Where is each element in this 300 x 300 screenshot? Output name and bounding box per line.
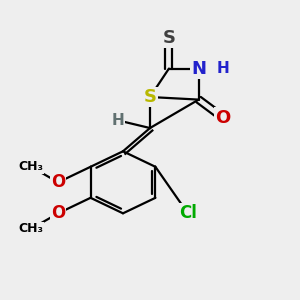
Text: CH₃: CH₃ [19, 160, 44, 173]
Text: H: H [111, 113, 124, 128]
Text: O: O [51, 204, 65, 222]
Text: CH₃: CH₃ [19, 222, 44, 235]
Text: O: O [51, 173, 65, 191]
Text: O: O [215, 109, 231, 127]
Text: S: S [143, 88, 157, 106]
Text: Cl: Cl [179, 204, 197, 222]
Text: S: S [162, 28, 176, 46]
Text: N: N [191, 60, 206, 78]
Text: H: H [217, 61, 229, 76]
